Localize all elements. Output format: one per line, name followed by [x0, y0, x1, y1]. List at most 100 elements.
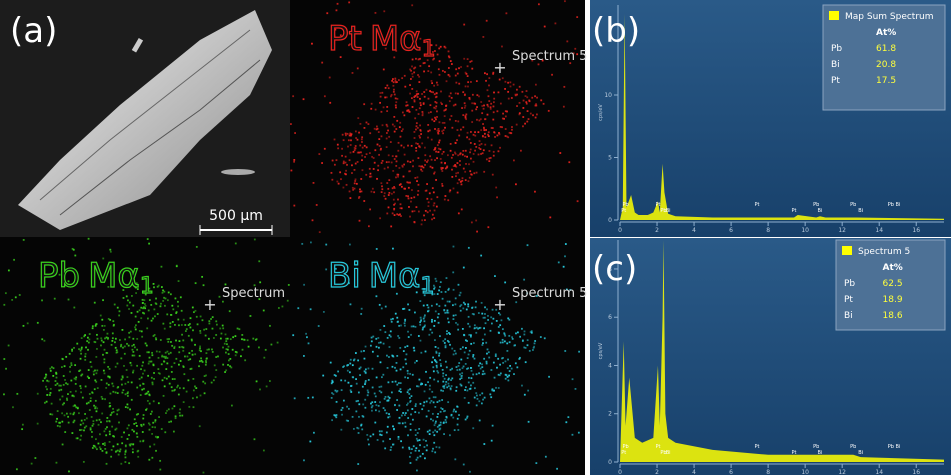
dot: [177, 301, 179, 303]
dot: [533, 347, 535, 349]
dot: [126, 343, 128, 345]
dot: [183, 387, 185, 389]
dot: [431, 119, 433, 121]
dot: [446, 166, 448, 168]
dot: [64, 431, 66, 433]
dot: [395, 176, 397, 178]
dot: [158, 357, 160, 359]
dot: [76, 437, 78, 439]
dot: [104, 338, 106, 340]
dot: [293, 161, 295, 163]
dot: [365, 174, 367, 176]
dot: [455, 75, 457, 77]
legend-value: 18.9: [883, 295, 903, 305]
dot: [523, 100, 525, 102]
dot: [451, 127, 453, 129]
dot: [515, 183, 517, 185]
dot: [444, 312, 446, 314]
dot: [435, 118, 437, 120]
dot: [112, 445, 114, 447]
dot: [75, 379, 77, 381]
dot: [104, 398, 106, 400]
dot: [384, 331, 386, 333]
dot: [181, 334, 183, 336]
dot: [362, 416, 364, 418]
dot: [230, 338, 232, 340]
dot: [491, 440, 493, 442]
dot: [481, 402, 483, 404]
dot: [282, 306, 284, 308]
dot: [241, 338, 243, 340]
dot: [417, 457, 419, 459]
dot: [318, 325, 320, 327]
dot: [121, 379, 123, 381]
dot: [396, 362, 398, 364]
dot: [394, 94, 396, 96]
dot: [88, 369, 90, 371]
dot: [508, 335, 510, 337]
dot: [475, 108, 477, 110]
dot: [305, 333, 307, 335]
dot: [364, 370, 366, 372]
dot: [107, 366, 109, 368]
dot: [100, 337, 102, 339]
dot: [51, 366, 53, 368]
dot: [388, 194, 390, 196]
dot: [342, 134, 344, 136]
dot: [127, 381, 129, 383]
dot: [75, 376, 77, 378]
dot: [113, 411, 115, 413]
dot: [141, 377, 143, 379]
dot: [457, 324, 459, 326]
dot: [347, 370, 349, 372]
dot: [505, 115, 507, 117]
dot: [154, 426, 156, 428]
peak-label: Bi: [666, 208, 671, 214]
dot: [427, 137, 429, 139]
legend-value: 17.5: [876, 76, 896, 86]
dot: [92, 420, 94, 422]
dot: [204, 375, 206, 377]
dot: [375, 109, 377, 111]
dot: [256, 380, 258, 382]
dot: [190, 317, 192, 319]
dot: [70, 413, 72, 415]
dot: [462, 126, 464, 128]
dot: [434, 406, 436, 408]
dot: [68, 471, 70, 473]
dot: [16, 393, 18, 395]
dot: [72, 395, 74, 397]
dot: [115, 347, 117, 349]
dot: [139, 440, 141, 442]
dot: [417, 440, 419, 442]
dot: [551, 74, 553, 76]
dot: [115, 338, 117, 340]
dot: [444, 127, 446, 129]
dot: [183, 373, 185, 375]
dot: [100, 448, 102, 450]
dot: [516, 89, 518, 91]
dot: [85, 353, 87, 355]
dot: [352, 376, 354, 378]
dot: [104, 448, 106, 450]
dot: [192, 378, 194, 380]
dot: [486, 361, 488, 363]
dot: [360, 425, 362, 427]
dot: [430, 72, 432, 74]
dot: [81, 429, 83, 431]
dot: [71, 350, 73, 352]
dot: [501, 46, 503, 48]
dot: [232, 349, 234, 351]
dot: [53, 367, 55, 369]
dot: [416, 470, 418, 472]
dot: [378, 405, 380, 407]
x-tick-label: 2: [655, 227, 659, 234]
dot: [119, 310, 121, 312]
dot: [101, 340, 103, 342]
dot: [481, 366, 483, 368]
dot: [391, 80, 393, 82]
dot: [457, 121, 459, 123]
dot: [464, 155, 466, 157]
dot: [348, 408, 350, 410]
dot: [429, 377, 431, 379]
